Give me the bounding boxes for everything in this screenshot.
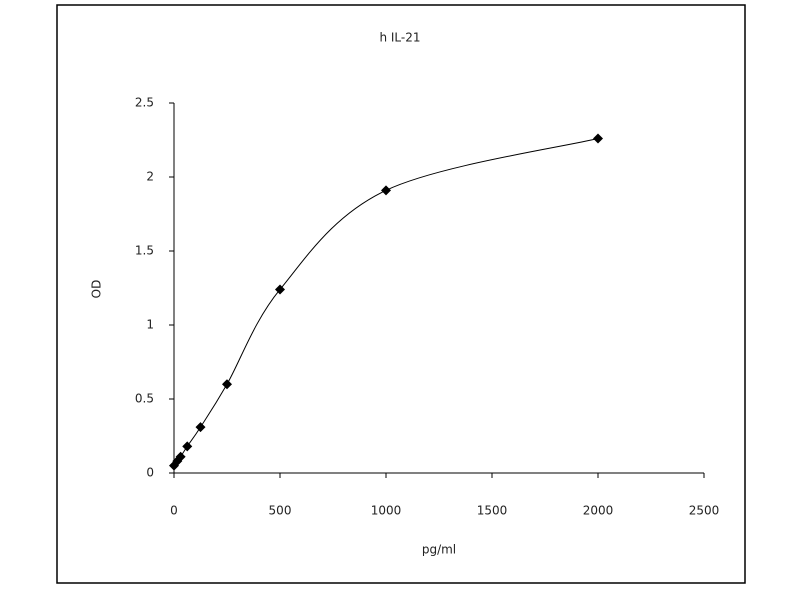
data-point bbox=[275, 284, 285, 295]
data-point bbox=[593, 133, 603, 144]
x-tick-label: 1500 bbox=[477, 504, 508, 518]
chart-title: h IL-21 bbox=[379, 31, 420, 45]
chart-frame bbox=[56, 4, 746, 584]
x-tick-label: 2000 bbox=[583, 504, 614, 518]
y-tick-label: 2.5 bbox=[135, 96, 154, 110]
data-point bbox=[182, 441, 193, 452]
data-point bbox=[195, 422, 206, 433]
y-tick-label: 0 bbox=[146, 466, 154, 480]
y-tick-label: 2 bbox=[146, 170, 154, 184]
y-tick-label: 1.5 bbox=[135, 244, 154, 258]
x-tick-label: 500 bbox=[269, 504, 292, 518]
y-tick-label: 0.5 bbox=[135, 392, 154, 406]
data-point bbox=[222, 379, 232, 390]
x-tick-label: 1000 bbox=[371, 504, 402, 518]
y-axis-label: OD bbox=[90, 280, 104, 299]
data-point bbox=[175, 451, 186, 462]
data-point bbox=[381, 185, 391, 196]
x-tick-label: 0 bbox=[170, 504, 178, 518]
y-tick-label: 1 bbox=[146, 318, 154, 332]
x-tick-label: 2500 bbox=[689, 504, 720, 518]
x-axis-label: pg/ml bbox=[422, 543, 456, 557]
